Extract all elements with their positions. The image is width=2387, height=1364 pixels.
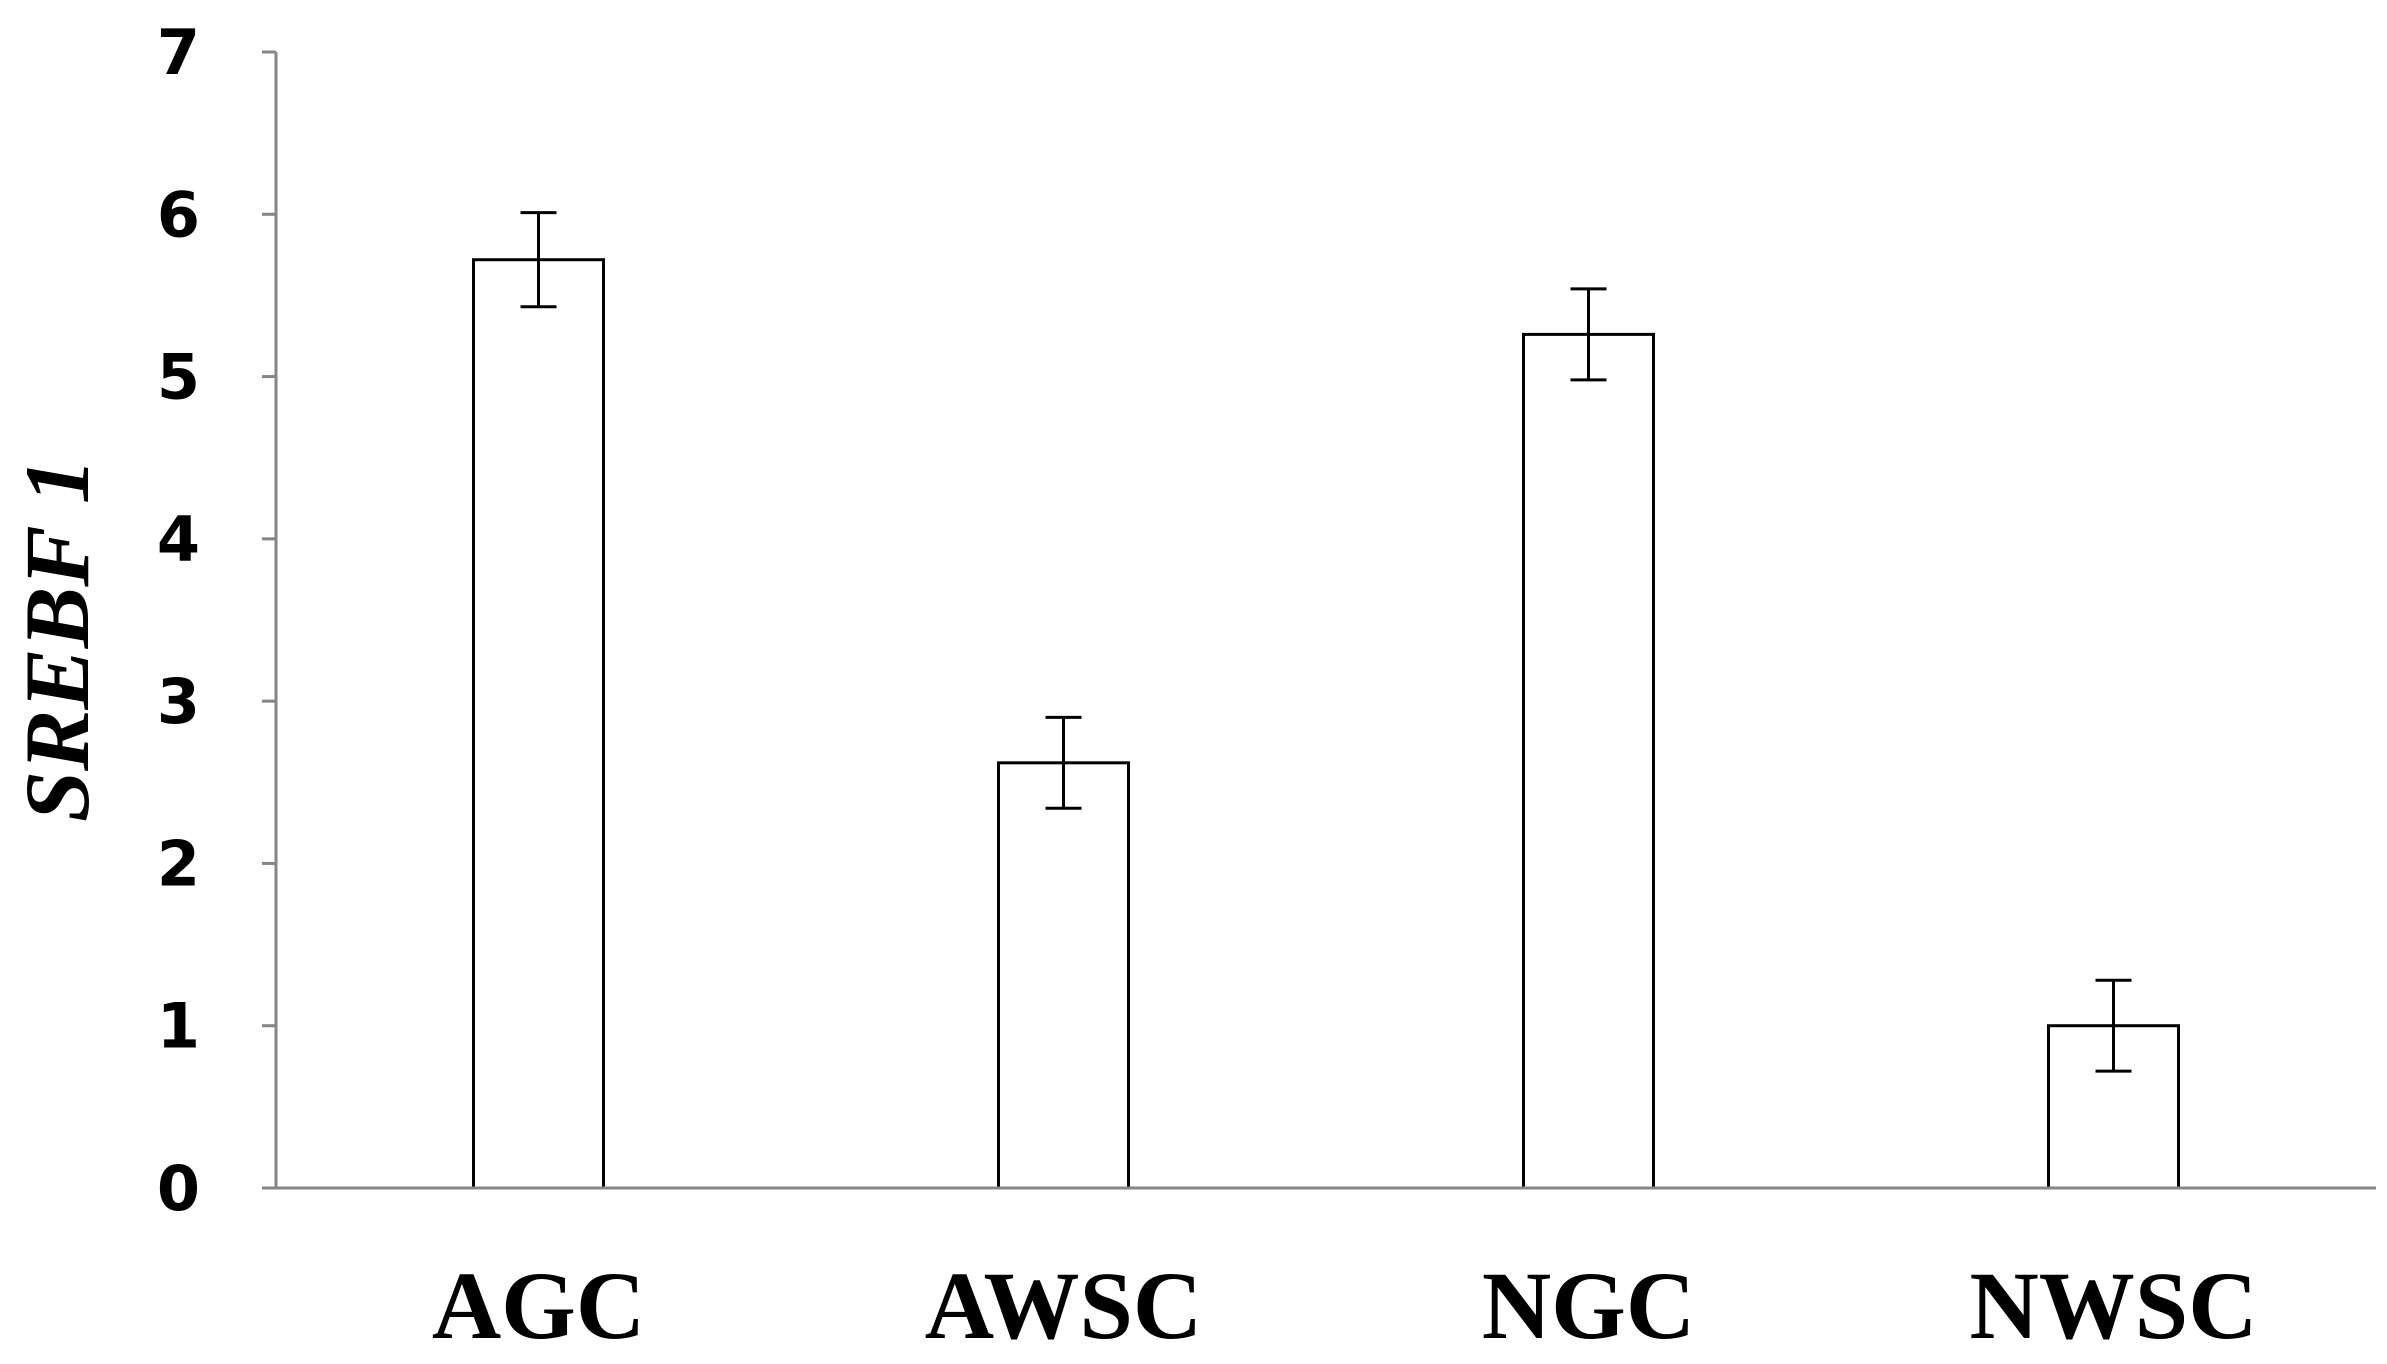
- bars-layer: [472, 258, 2180, 1190]
- y-tick-label: 3: [157, 665, 200, 738]
- error-bar-awsc: [1045, 715, 1082, 810]
- y-tick-label: 0: [157, 1152, 200, 1225]
- error-bar-agc: [520, 211, 557, 309]
- y-tick-label: 1: [157, 990, 200, 1063]
- y-tick-label: 5: [157, 341, 200, 414]
- bar-awsc: [997, 761, 1130, 1190]
- x-category-label: NWSC: [1969, 1252, 2257, 1359]
- y-tick-label: 4: [157, 503, 200, 576]
- error-bar-nwsc: [2095, 978, 2132, 1073]
- x-category-label: NGC: [1482, 1252, 1695, 1359]
- x-category-label: AGC: [432, 1252, 645, 1359]
- y-ticks-layer: 0 1 2 3 4 5 6 7: [157, 16, 276, 1225]
- bar-agc: [472, 258, 605, 1190]
- y-axis-title: SREBF 1: [6, 458, 108, 822]
- bar-ngc: [1522, 332, 1655, 1190]
- error-bar-ngc: [1570, 287, 1607, 382]
- y-tick-label: 6: [157, 178, 200, 251]
- y-tick-label: 7: [157, 16, 200, 89]
- x-labels-layer: AGC AWSC NGC NWSC: [432, 1252, 2258, 1359]
- axes-layer: [274, 52, 2376, 1190]
- y-tick-label: 2: [157, 827, 200, 900]
- error-bars-layer: [520, 211, 2132, 1073]
- x-category-label: AWSC: [925, 1252, 1202, 1359]
